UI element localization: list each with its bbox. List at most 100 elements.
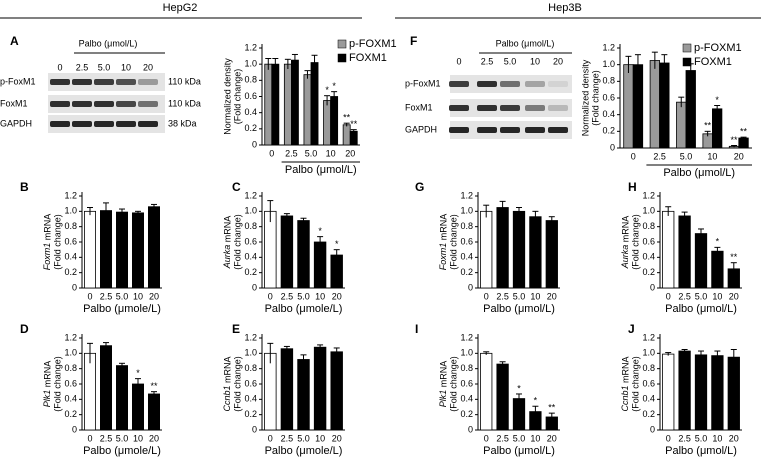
y-tick-label: 0.6 (244, 91, 257, 101)
bar (264, 210, 277, 289)
bar (131, 383, 144, 431)
y-tick-label: 0 (610, 142, 615, 152)
bar (147, 206, 160, 289)
y-tick-label: 0.8 (64, 221, 77, 231)
y-tick-label: 0.6 (244, 378, 257, 388)
x-tick-label: 5.0 (116, 433, 129, 443)
x-tick-label: 10 (712, 433, 722, 443)
blot-band (116, 79, 136, 85)
y-tick-label: 0.4 (244, 107, 257, 117)
bar (100, 345, 113, 431)
x-tick-label: 20 (547, 291, 557, 301)
bar (264, 352, 277, 431)
significance: * (335, 239, 339, 249)
blot-band (525, 81, 545, 87)
blot-band (449, 127, 469, 133)
y-tick-label: 0.8 (244, 75, 257, 85)
y-tick-label: 1.2 (602, 42, 615, 52)
bar (529, 216, 542, 289)
x-axis-label: Palbo (μmole/L) (83, 303, 161, 315)
x-tick-label: 2.5 (285, 148, 298, 158)
x-tick-label: 2.5 (100, 433, 113, 443)
y-tick-label: 0.4 (64, 394, 77, 404)
y-tick-label: 0.4 (64, 252, 77, 262)
x-tick-label: 10 (707, 151, 717, 161)
x-tick-label: 10 (133, 433, 143, 443)
bar (711, 355, 724, 431)
bar (342, 124, 351, 146)
y-tick-label: 1.2 (460, 190, 473, 200)
y-tick-label: 0.8 (642, 221, 655, 231)
bar (310, 62, 319, 146)
x-tick-label: 5.0 (695, 291, 708, 301)
x-tick-label: 20 (345, 148, 355, 158)
bar (711, 250, 724, 289)
bar (271, 63, 280, 146)
blot-band (477, 127, 497, 133)
bar (313, 346, 327, 431)
significance: * (325, 85, 329, 95)
bar (303, 74, 312, 146)
legend-swatch (682, 43, 692, 53)
y-tick-label: 0.2 (244, 123, 257, 133)
bar (512, 398, 526, 431)
y-tick-label: 0.8 (244, 221, 257, 231)
panel-letter: E (232, 322, 240, 336)
bar (264, 63, 273, 146)
legend-swatch (337, 53, 347, 63)
y-tick-label: 0.2 (244, 267, 257, 277)
y-axis-label: Aurka mRNA (620, 216, 630, 270)
x-tick-label: 2.5 (100, 291, 113, 301)
blot-band (138, 121, 158, 127)
blot-size-label: 110 kDa (168, 76, 201, 86)
y-tick-label: 0.8 (244, 363, 257, 373)
y-tick-label: 0.6 (642, 236, 655, 246)
y-tick-label: 1.0 (642, 206, 655, 216)
y-tick-label: 0 (252, 424, 257, 434)
cell-line-title: HepG2 (163, 2, 198, 14)
x-tick-label: 2.5 (678, 291, 691, 301)
y-tick-label: 1.0 (460, 206, 473, 216)
y-tick-label: 1.0 (460, 348, 473, 358)
bar (323, 100, 332, 146)
blot-band (449, 81, 469, 87)
bar (100, 210, 113, 289)
y-tick-label: 1.2 (64, 190, 77, 200)
significance: * (136, 368, 140, 378)
x-tick-label: 20 (729, 291, 739, 301)
y-tick-label: 0 (650, 282, 655, 292)
bar (496, 207, 509, 289)
legend-swatch (337, 39, 347, 49)
y-axis-label: Foxm1 mRNA (438, 214, 448, 271)
y-axis-label: Plk1 mRNA (438, 361, 448, 408)
lane-label: 20 (143, 62, 153, 72)
lane-label: 0 (456, 56, 461, 66)
legend-label: p-FOXM1 (349, 38, 397, 50)
bar (480, 352, 493, 431)
y-axis-label: Aurka mRNA (222, 216, 232, 270)
blot-band (94, 79, 114, 85)
y-axis-label: Foxm1 mRNA (42, 214, 52, 271)
blot-treatment: Palbo (μmol/L) (496, 38, 555, 48)
y-tick-label: 1.2 (244, 42, 257, 52)
x-tick-label: 20 (332, 433, 342, 443)
y-tick-label: 0.2 (602, 126, 615, 136)
significance: ** (740, 127, 748, 137)
x-tick-label: 20 (149, 433, 159, 443)
x-tick-label: 0 (666, 291, 671, 301)
blot-band (500, 127, 520, 133)
panel-letter: C (232, 180, 241, 194)
blot-band (477, 105, 497, 111)
y-axis-label: Normalized density (580, 59, 590, 136)
y-tick-label: 0.8 (642, 363, 655, 373)
x-tick-label: 10 (326, 148, 336, 158)
panel-letter: A (10, 34, 19, 48)
blot-band (449, 105, 469, 111)
x-tick-label: 5.0 (116, 291, 129, 301)
bar (694, 233, 708, 289)
x-axis-label: Palbo (μmol/L) (665, 445, 737, 457)
blot-row-label: p-FoxM1 (0, 76, 36, 86)
significance: ** (548, 403, 556, 413)
y-tick-label: 0.8 (460, 363, 473, 373)
significance: * (318, 226, 322, 236)
